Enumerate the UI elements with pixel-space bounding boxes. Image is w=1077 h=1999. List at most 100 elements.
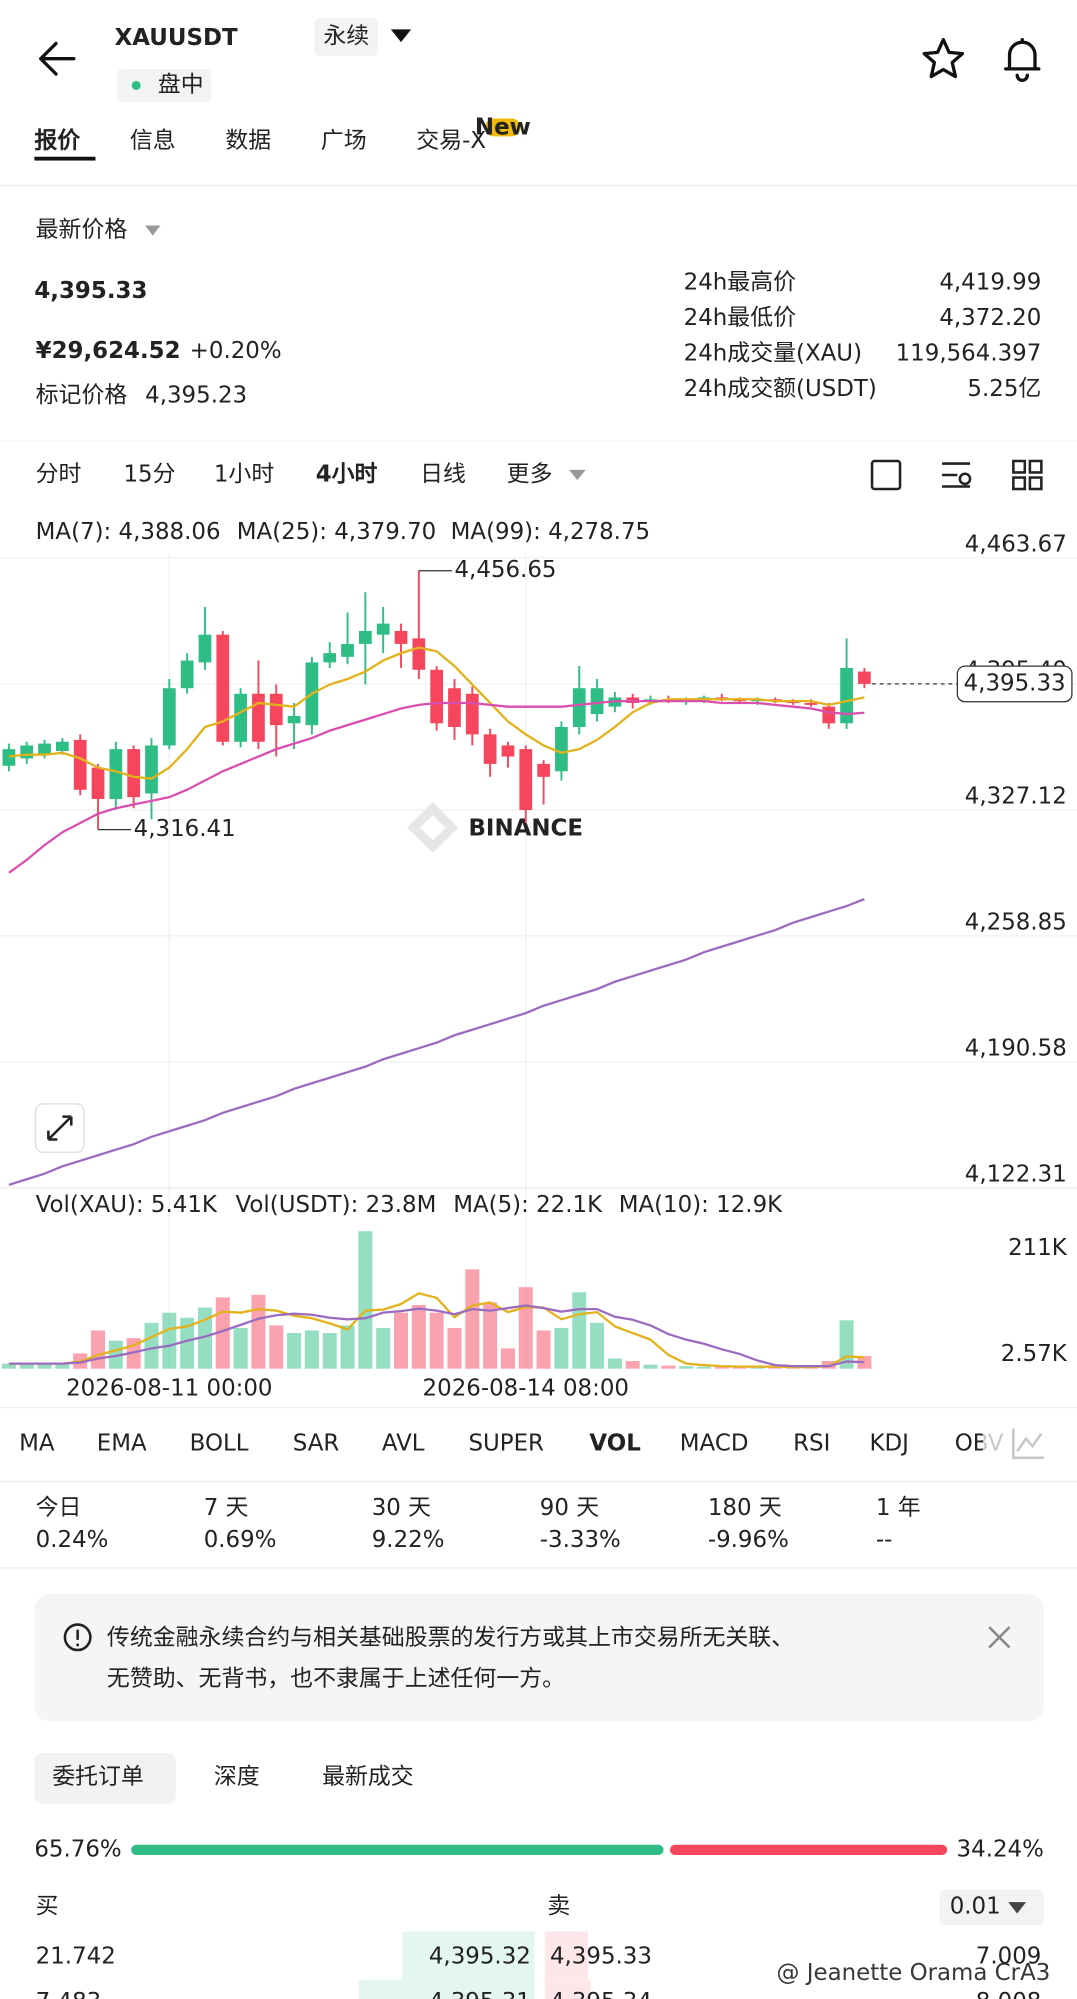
candle-body: [287, 715, 301, 724]
notice-text: 无赞助、无背书，也不隶属于上述任何一方。: [107, 1666, 565, 1692]
indicator[interactable]: MA: [19, 1430, 55, 1456]
x-tick-label: 2026-08-11 00:00: [66, 1376, 272, 1402]
interval[interactable]: 更多: [507, 462, 553, 488]
notice-box: [34, 1594, 1044, 1722]
candle-body: [91, 767, 105, 799]
candle-body: [127, 749, 141, 798]
candle-body: [394, 630, 408, 644]
volume-tick-label: 211K: [1008, 1235, 1068, 1261]
stat-value: 5.25亿: [967, 376, 1041, 402]
badge: New: [475, 115, 531, 141]
divider: [0, 184, 1077, 187]
tab[interactable]: 信息: [130, 128, 176, 154]
indicator[interactable]: BOLL: [190, 1430, 249, 1456]
last-price: 4,395.33: [34, 278, 147, 304]
candle-body: [269, 693, 283, 726]
volume-bar: [554, 1327, 569, 1369]
perf-label: 180 天: [708, 1495, 782, 1521]
y-tick-label: 4,122.31: [965, 1162, 1067, 1188]
tab[interactable]: 报价: [34, 128, 80, 154]
tool-icon[interactable]: [1012, 459, 1027, 474]
volume-bar: [19, 1364, 34, 1369]
tab[interactable]: 数据: [225, 128, 271, 154]
volume-bar: [465, 1269, 480, 1369]
interval[interactable]: 日线: [420, 462, 466, 488]
interval[interactable]: 1小时: [214, 462, 274, 488]
stat-label: 24h最高价: [684, 269, 796, 295]
volume-bar: [857, 1355, 872, 1369]
candle-body: [162, 688, 176, 746]
volume-bar: [91, 1330, 106, 1369]
interval[interactable]: 4小时: [316, 462, 378, 488]
indicator[interactable]: VOL: [589, 1430, 640, 1456]
volume-bar: [251, 1294, 266, 1369]
indicator[interactable]: AVL: [382, 1430, 425, 1456]
volume-legend: MA(5): 22.1K: [453, 1192, 603, 1218]
perf-value: 0.24%: [36, 1527, 109, 1553]
precision: 0.01: [950, 1894, 1001, 1920]
y-tick-label: 4,463.67: [965, 532, 1067, 558]
watermark-logo: [407, 802, 459, 854]
candle-body: [840, 667, 853, 724]
ask-qty: 8.008: [976, 1989, 1042, 1999]
perf-value: -3.33%: [540, 1527, 621, 1553]
ma-line: [8, 898, 865, 1186]
book-tab[interactable]: 深度: [214, 1764, 260, 1790]
candle-body: [38, 743, 51, 755]
dropdown-icon[interactable]: [390, 29, 412, 43]
volume-bar: [500, 1348, 515, 1369]
mark-price: 4,395.23: [145, 383, 247, 409]
volume-bar: [55, 1363, 70, 1369]
volume-ma-line: [8, 1304, 865, 1368]
tool-icon[interactable]: [942, 462, 971, 488]
tab[interactable]: 交易-X: [416, 128, 486, 154]
indicator[interactable]: EMA: [97, 1430, 147, 1456]
tool-icon[interactable]: [870, 459, 902, 491]
tool-icon[interactable]: [1012, 476, 1027, 491]
indicator[interactable]: KDJ: [869, 1430, 908, 1456]
bid-depth: [359, 1979, 535, 1999]
perf-label: 7 天: [204, 1495, 249, 1521]
candle-body: [555, 726, 568, 772]
back-icon[interactable]: [39, 41, 76, 76]
volume-bar: [269, 1325, 284, 1369]
star-icon[interactable]: [922, 37, 965, 79]
indicator[interactable]: RSI: [793, 1430, 830, 1456]
expand-icon: [47, 1115, 73, 1141]
y-tick-label: 4,327.12: [965, 784, 1067, 810]
ask-depth: [544, 1931, 589, 1980]
book-tab[interactable]: 委托订单: [52, 1764, 144, 1790]
interval[interactable]: 15分: [123, 462, 175, 488]
close-icon[interactable]: [988, 1626, 1011, 1649]
change: +0.20%: [190, 338, 282, 364]
indicator[interactable]: SAR: [293, 1430, 340, 1456]
indicator[interactable]: MACD: [680, 1430, 749, 1456]
tool-icon[interactable]: [1028, 459, 1043, 474]
indicator[interactable]: SUPER: [468, 1430, 544, 1456]
active-tab-bg: [34, 1753, 176, 1805]
sell-ratio-bar: [669, 1844, 948, 1855]
precision-box[interactable]: [939, 1889, 1044, 1926]
tool-icon[interactable]: [1028, 476, 1043, 491]
volume-legend: MA(10): 12.9K: [619, 1192, 783, 1218]
divider: [0, 440, 1077, 442]
contract: 永续: [323, 24, 369, 50]
dropdown-icon: [1008, 1902, 1027, 1914]
perf-label: 30 天: [372, 1495, 431, 1521]
tool-icon[interactable]: [958, 472, 972, 486]
bell-icon[interactable]: [1004, 37, 1041, 82]
volume-bar: [322, 1333, 337, 1369]
book-tab[interactable]: 最新成交: [322, 1764, 414, 1790]
tab[interactable]: 广场: [321, 128, 367, 154]
volume-bar: [304, 1330, 319, 1369]
candle-body: [519, 749, 533, 811]
volume-legend: Vol(USDT): 23.8M: [236, 1192, 437, 1218]
bid-qty: 7.483: [36, 1989, 102, 1999]
stat-value: 4,372.20: [939, 305, 1041, 331]
divider: [0, 1406, 1077, 1409]
interval[interactable]: 分时: [36, 462, 82, 488]
y-tick-label: 4,258.85: [965, 910, 1067, 936]
candle-body: [180, 660, 194, 689]
